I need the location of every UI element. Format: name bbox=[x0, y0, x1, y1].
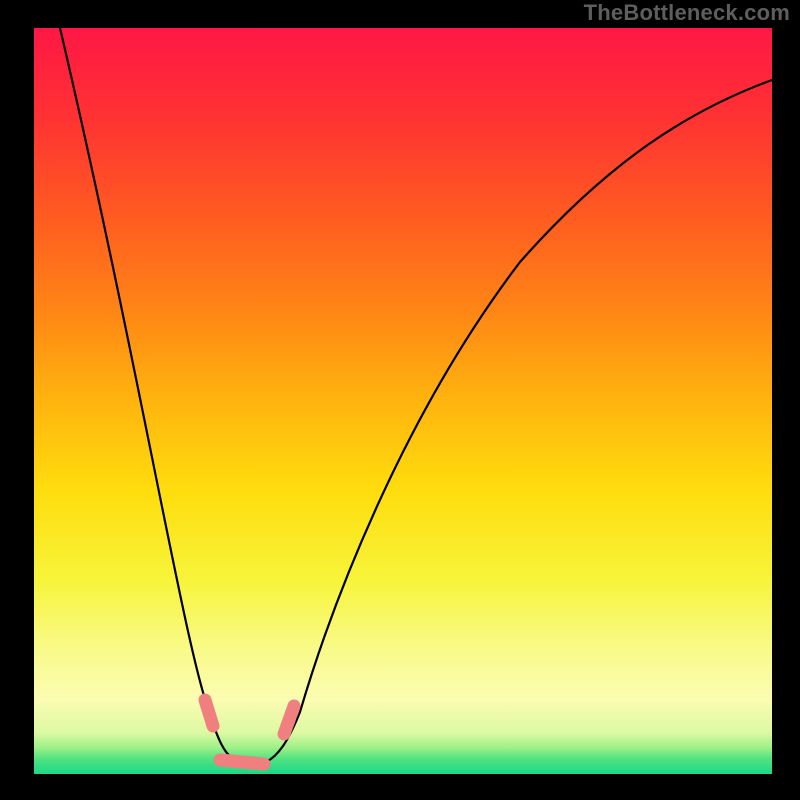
gradient-background bbox=[34, 28, 772, 774]
watermark-text: TheBottleneck.com bbox=[584, 0, 790, 26]
chart-root: TheBottleneck.com bbox=[0, 0, 800, 800]
chart-svg bbox=[0, 0, 800, 800]
